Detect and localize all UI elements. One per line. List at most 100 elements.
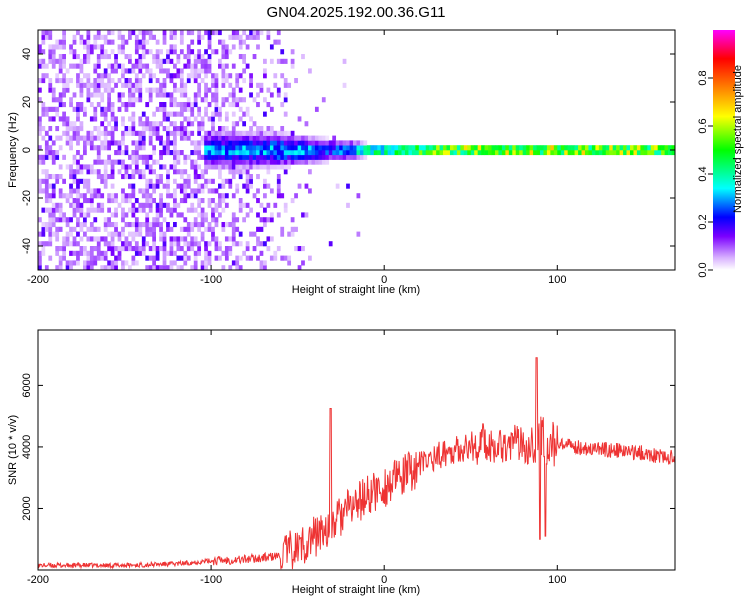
- heatmap-cell: [276, 87, 281, 93]
- heatmap-cell: [228, 169, 233, 175]
- heatmap-cell: [162, 202, 167, 208]
- heatmap-cell: [169, 207, 174, 213]
- heatmap-cell: [263, 159, 267, 165]
- heatmap-cell: [228, 102, 233, 108]
- heatmap-cell: [69, 126, 73, 132]
- heatmap-cell: [79, 193, 84, 199]
- heatmap-cell: [107, 246, 111, 252]
- heatmap-cell: [83, 217, 87, 223]
- heatmap-cell: [218, 246, 222, 252]
- heatmap-cell: [183, 226, 188, 232]
- heatmap-cell: [207, 159, 212, 165]
- heatmap-cell: [204, 212, 208, 218]
- heatmap-cell: [38, 130, 42, 136]
- heatmap-cell: [145, 178, 150, 184]
- heatmap-cell: [629, 145, 634, 151]
- heatmap-cell: [169, 102, 174, 108]
- heatmap-cell: [159, 236, 163, 242]
- heatmap-cell: [173, 145, 177, 151]
- heatmap-cell: [294, 154, 298, 160]
- heatmap-cell: [211, 217, 215, 223]
- heatmap-cell: [204, 140, 208, 146]
- heatmap-cell: [117, 150, 122, 156]
- heatmap-cell: [294, 145, 298, 151]
- heatmap-cell: [51, 87, 56, 93]
- heatmap-cell: [107, 30, 111, 36]
- heatmap-cell: [218, 111, 222, 117]
- heatmap-cell: [41, 30, 46, 36]
- heatmap-cell: [238, 231, 243, 237]
- heatmap-cell: [197, 126, 202, 132]
- heatmap-cell: [342, 150, 347, 156]
- heatmap-cell: [418, 145, 423, 151]
- heatmap-cell: [238, 174, 243, 180]
- heatmap-cell: [117, 140, 122, 146]
- heatmap-cell: [571, 145, 575, 151]
- x-tick-label: 100: [548, 274, 566, 286]
- heatmap-cell: [176, 130, 181, 136]
- heatmap-cell: [443, 150, 447, 156]
- heatmap-cell: [44, 150, 49, 156]
- heatmap-cell: [235, 97, 240, 103]
- heatmap-cell: [51, 97, 56, 103]
- heatmap-cell: [207, 58, 212, 64]
- heatmap-cell: [141, 207, 146, 213]
- heatmap-cell: [65, 78, 70, 84]
- heatmap-cell: [252, 135, 257, 141]
- heatmap-cell: [605, 150, 610, 156]
- heatmap-cell: [211, 150, 215, 156]
- heatmap-cell: [69, 217, 73, 223]
- heatmap-cell: [650, 145, 655, 151]
- heatmap-cell: [145, 49, 150, 55]
- heatmap-cell: [166, 54, 170, 60]
- heatmap-cell: [283, 130, 288, 136]
- heatmap-cell: [311, 150, 316, 156]
- heatmap-cell: [193, 145, 198, 151]
- heatmap-cell: [55, 202, 60, 208]
- heatmap-cell: [211, 140, 215, 146]
- heatmap-cell: [245, 241, 250, 247]
- heatmap-cell: [152, 241, 156, 247]
- heatmap-cell: [121, 82, 125, 88]
- heatmap-cell: [242, 30, 247, 36]
- heatmap-cell: [557, 150, 562, 156]
- heatmap-cell: [179, 82, 184, 88]
- heatmap-cell: [114, 246, 118, 252]
- heatmap-cell: [218, 140, 222, 146]
- heatmap-cell: [193, 174, 198, 180]
- heatmap-cell: [48, 217, 53, 223]
- heatmap-cell: [89, 193, 94, 199]
- heatmap-cell: [114, 226, 118, 232]
- heatmap-cell: [138, 68, 143, 74]
- heatmap-cell: [134, 78, 139, 84]
- heatmap-cell: [259, 126, 264, 132]
- heatmap-cell: [86, 87, 91, 93]
- heatmap-cell: [193, 68, 198, 74]
- heatmap-cell: [93, 44, 98, 50]
- heatmap-cell: [96, 135, 101, 141]
- heatmap-cell: [200, 63, 205, 69]
- heatmap-cell: [79, 106, 84, 112]
- heatmap-cell: [231, 241, 236, 247]
- heatmap-cell: [44, 198, 49, 204]
- heatmap-cell: [76, 222, 80, 228]
- spectrogram-x-label: Height of straight line (km): [292, 284, 420, 296]
- heatmap-cell: [62, 178, 66, 184]
- heatmap-cell: [221, 82, 226, 88]
- heatmap-cell: [193, 164, 198, 170]
- heatmap-cell: [193, 92, 198, 98]
- heatmap-cell: [89, 250, 94, 256]
- heatmap-cell: [266, 150, 271, 156]
- heatmap-cell: [214, 246, 219, 252]
- heatmap-cell: [114, 207, 118, 213]
- heatmap-cell: [134, 73, 139, 79]
- heatmap-cell: [269, 58, 274, 64]
- heatmap-cell: [204, 63, 208, 69]
- heatmap-cell: [197, 87, 202, 93]
- heatmap-cell: [121, 73, 125, 79]
- heatmap-cell: [89, 116, 94, 122]
- heatmap-cell: [162, 183, 167, 189]
- heatmap-cell: [41, 58, 46, 64]
- heatmap-cell: [297, 246, 302, 252]
- heatmap-cell: [276, 174, 281, 180]
